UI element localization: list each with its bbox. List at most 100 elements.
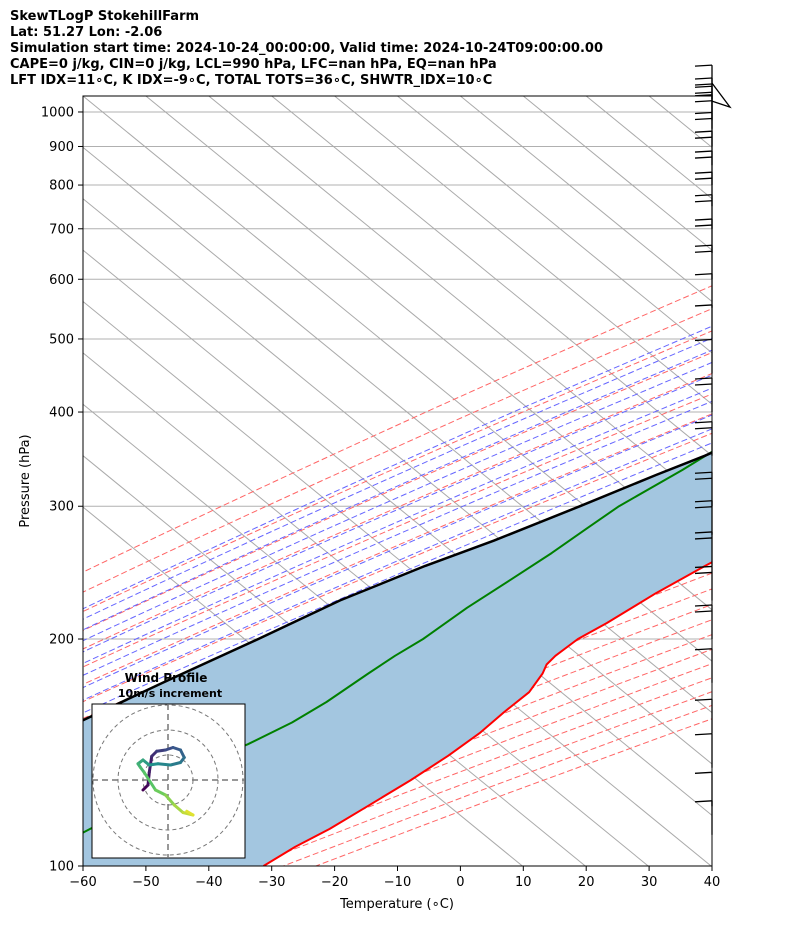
y-tick-label: 1000 bbox=[41, 105, 74, 120]
time-line: Simulation start time: 2024-10-24_00:00:… bbox=[10, 41, 603, 56]
wind-barb-flag bbox=[711, 82, 732, 109]
y-tick-label: 400 bbox=[49, 406, 74, 421]
y-tick-label: 300 bbox=[49, 500, 74, 515]
wind-barb-feather bbox=[694, 224, 713, 227]
wind-barb-feather bbox=[694, 171, 713, 174]
moist-adiabat bbox=[83, 349, 712, 631]
wind-barb bbox=[694, 304, 713, 339]
dry-adiabat bbox=[83, 373, 712, 650]
x-tick-label: −40 bbox=[195, 875, 222, 890]
x-tick-label: −60 bbox=[69, 875, 96, 890]
index-line: LFT IDX=11∘C, K IDX=-9∘C, TOTAL TOTS=36∘… bbox=[10, 73, 493, 88]
wind-barb-feather bbox=[694, 83, 713, 86]
moist-adiabat bbox=[83, 337, 712, 620]
wind-barb-feather bbox=[694, 130, 713, 133]
wind-barb-feather bbox=[694, 427, 713, 430]
wind-barb bbox=[694, 111, 713, 147]
wind-barb-feather bbox=[694, 200, 713, 203]
wind-barb-feather bbox=[694, 565, 713, 569]
wind-barb bbox=[694, 733, 713, 768]
moist-adiabat bbox=[83, 414, 712, 689]
isotherm-line bbox=[83, 403, 649, 866]
wind-barb-feather bbox=[694, 338, 713, 342]
hodograph-trace-segment bbox=[185, 809, 195, 817]
isotherm-line bbox=[83, 352, 712, 866]
x-tick-label: −50 bbox=[132, 875, 159, 890]
wind-barb-feather bbox=[694, 111, 713, 115]
dry-adiabat bbox=[83, 352, 712, 632]
hodograph-trace-segment bbox=[172, 803, 185, 814]
wind-barb-feather bbox=[694, 610, 713, 613]
wind-barb-feather bbox=[694, 648, 713, 651]
wind-barb bbox=[694, 130, 713, 166]
x-tick-label: 20 bbox=[578, 875, 595, 890]
wind-barb-feather bbox=[694, 85, 713, 88]
wind-barb-feather bbox=[694, 531, 713, 534]
wind-barb bbox=[694, 648, 713, 683]
moist-adiabat bbox=[83, 374, 712, 653]
y-tick-label: 500 bbox=[49, 332, 74, 347]
x-tick-label: 10 bbox=[515, 875, 532, 890]
wind-barb-feather bbox=[694, 477, 713, 480]
wind-barb-feather bbox=[694, 150, 713, 153]
x-axis: −60 −50 −40 −30 −20 −10 0 10 20 30 40 bbox=[69, 866, 720, 890]
isotherm-line bbox=[145, 96, 712, 560]
moist-adiabat bbox=[83, 428, 712, 701]
wind-barb-feather bbox=[694, 383, 713, 386]
wind-barb-feather bbox=[694, 64, 713, 67]
y-tick-label: 700 bbox=[49, 222, 74, 237]
wind-barb-feather bbox=[694, 136, 713, 139]
wind-barb-feather bbox=[694, 218, 713, 221]
dry-adiabat bbox=[83, 330, 712, 613]
isotherm-line bbox=[83, 249, 712, 765]
moist-adiabat bbox=[83, 442, 712, 714]
hodograph-trace-segment bbox=[169, 761, 182, 767]
isotherm-line bbox=[271, 96, 712, 457]
chart-title: SkewTLogP StokehillFarm bbox=[10, 9, 200, 24]
location-line: Lat: 51.27 Lon: -2.06 bbox=[10, 25, 163, 40]
wind-barb bbox=[694, 771, 713, 807]
hodograph-inset: Wind Profile 10m/s increment bbox=[91, 671, 246, 859]
wind-barb-feather bbox=[694, 117, 713, 121]
isotherm-line bbox=[397, 96, 712, 354]
isotherm-line bbox=[460, 96, 712, 303]
hodograph-trace-segment bbox=[142, 771, 157, 792]
wind-barb bbox=[694, 150, 713, 186]
isotherm-line bbox=[83, 198, 712, 714]
chart-header: SkewTLogP StokehillFarm Lat: 51.27 Lon: … bbox=[10, 9, 603, 89]
wind-barb bbox=[694, 85, 713, 121]
wind-barb-feather bbox=[694, 733, 713, 736]
wind-barb-feather bbox=[694, 377, 713, 380]
y-tick-label: 800 bbox=[49, 179, 74, 194]
isotherm-line bbox=[711, 96, 712, 97]
hodograph-trace-segment bbox=[164, 793, 176, 807]
temperature-profile-line bbox=[262, 561, 712, 866]
wind-barb-feather bbox=[694, 91, 713, 94]
dry-adiabat bbox=[83, 393, 712, 668]
hodograph-plot bbox=[92, 704, 245, 858]
hodograph-trace-segment bbox=[156, 762, 172, 767]
moist-adiabat bbox=[83, 325, 712, 610]
wind-barb-feather bbox=[694, 304, 713, 307]
moist-adiabat bbox=[83, 400, 712, 676]
isotherm-line bbox=[522, 96, 712, 251]
x-tick-label: −10 bbox=[384, 875, 411, 890]
x-tick-label: −20 bbox=[321, 875, 348, 890]
wind-barb bbox=[694, 273, 713, 308]
wind-barb-feather bbox=[694, 604, 713, 607]
wind-barb bbox=[694, 565, 713, 601]
x-tick-label: 0 bbox=[456, 875, 464, 890]
hodograph-title: Wind Profile bbox=[125, 671, 208, 685]
wind-barb-feather bbox=[694, 537, 713, 540]
wind-barb-feather bbox=[694, 771, 713, 774]
wind-barb-feather bbox=[694, 244, 713, 247]
x-tick-label: 40 bbox=[704, 875, 721, 890]
wind-barb-feather bbox=[694, 273, 713, 276]
isotherm-line bbox=[83, 300, 712, 816]
wind-barb-feather bbox=[694, 800, 713, 803]
wind-barb bbox=[694, 421, 713, 456]
y-axis-label: Pressure (hPa) bbox=[18, 434, 33, 527]
wind-barb bbox=[694, 338, 713, 374]
wind-barb bbox=[694, 531, 713, 566]
